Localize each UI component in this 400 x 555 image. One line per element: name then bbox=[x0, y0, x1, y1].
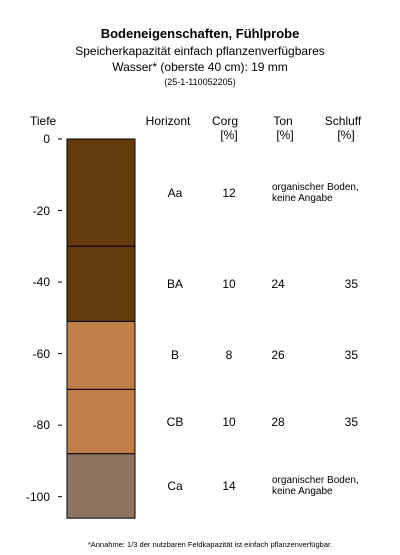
document-id: (25-1-110052205) bbox=[164, 77, 236, 87]
horizon-label: CB bbox=[166, 414, 184, 429]
note-line-2: keine Angabe bbox=[272, 192, 333, 204]
soil-layer-ca bbox=[66, 453, 136, 519]
corg-value: 8 bbox=[225, 348, 233, 363]
corg-value: 14 bbox=[222, 478, 236, 493]
column-unit-corg: [%] bbox=[220, 128, 238, 142]
column-unit-ton: [%] bbox=[276, 128, 294, 142]
column-header-corg: Corg bbox=[211, 114, 239, 128]
column-header-schluff: Schluff bbox=[324, 114, 362, 128]
corg-value: 12 bbox=[222, 185, 236, 200]
horizon-label: B bbox=[170, 348, 180, 363]
column-header-horizont: Horizont bbox=[145, 114, 191, 128]
depth-tick-label: -100 bbox=[25, 489, 50, 504]
subtitle-line-2: Wasser* (oberste 40 cm): 19 mm bbox=[112, 60, 288, 74]
column-header-ton: Ton bbox=[273, 114, 293, 128]
depth-tick-label: -80 bbox=[32, 418, 50, 433]
schluff-value: 35 bbox=[344, 414, 358, 429]
ton-value: 26 bbox=[271, 348, 285, 363]
soil-layer-b bbox=[66, 320, 136, 390]
note-line-2: keine Angabe bbox=[272, 485, 333, 497]
horizon-label: Aa bbox=[167, 185, 183, 200]
note-line-1: organischer Boden, bbox=[272, 181, 359, 193]
ton-value: 28 bbox=[271, 414, 285, 429]
depth-tick-label: -60 bbox=[32, 346, 50, 361]
soil-layer-ba bbox=[66, 245, 136, 322]
corg-value: 10 bbox=[222, 276, 236, 291]
horizon-label: Ca bbox=[167, 478, 183, 493]
soil-layer-cb bbox=[66, 388, 136, 455]
ton-value: 24 bbox=[271, 276, 285, 291]
schluff-value: 35 bbox=[344, 348, 358, 363]
subtitle-line-1: Speicherkapazität einfach pflanzenverfüg… bbox=[75, 44, 325, 58]
footnote: *Annahme: 1/3 der nutzbaren Feldkapazitä… bbox=[87, 540, 333, 549]
depth-tick-label: 0 bbox=[43, 132, 50, 146]
horizon-label: BA bbox=[166, 276, 184, 291]
depth-tick-label: -20 bbox=[32, 203, 50, 218]
column-header-tiefe: Tiefe bbox=[30, 114, 57, 128]
column-unit-schluff: [%] bbox=[337, 128, 355, 142]
corg-value: 10 bbox=[222, 414, 236, 429]
soil-layer-aa bbox=[66, 138, 136, 247]
note-line-1: organischer Boden, bbox=[272, 474, 359, 486]
page-title: Bodeneigenschaften, Fühlprobe bbox=[100, 26, 300, 41]
depth-tick-label: -40 bbox=[32, 275, 50, 290]
schluff-value: 35 bbox=[344, 276, 358, 291]
